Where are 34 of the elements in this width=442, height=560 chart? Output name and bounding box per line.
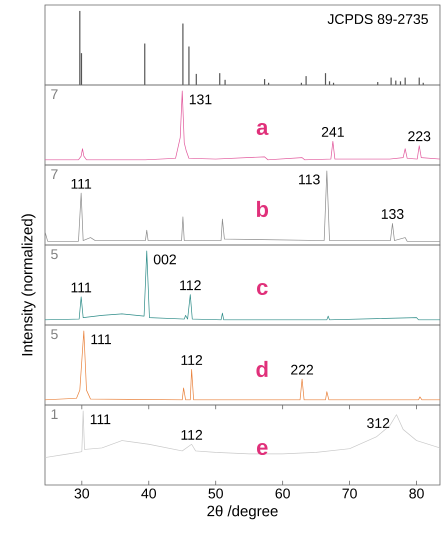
annotation: 7 (51, 89, 58, 99)
annotation: 5 (51, 249, 58, 260)
annotation: 312 (367, 418, 390, 428)
annotation: 241 (322, 126, 344, 137)
y-axis-title: Intensity (normalized) (21, 214, 36, 356)
x-tick-label: 50 (208, 488, 223, 498)
series-label: c (256, 282, 268, 296)
annotation: 131 (190, 94, 212, 104)
series-label: d (256, 360, 268, 378)
annotation: 5 (51, 329, 58, 340)
x-tick-label: 60 (276, 488, 290, 498)
annotation: 002 (154, 254, 176, 264)
chart-title: JCPDS 89-2735 (328, 14, 428, 24)
x-tick-label: 70 (342, 488, 357, 498)
annotation: 112 (182, 430, 202, 440)
annotation: 7 (51, 169, 58, 179)
annotation: 113 (299, 174, 320, 184)
x-tick-label: 30 (74, 488, 90, 498)
annotation: 111 (90, 414, 110, 424)
x-tick-label: 80 (409, 488, 424, 498)
annotation: 111 (72, 178, 92, 189)
series-label: b (256, 200, 268, 218)
annotation: 133 (382, 209, 404, 219)
x-axis-title: 2θ /degree (207, 505, 278, 520)
annotation: 1 (52, 409, 58, 419)
annotation: 111 (91, 334, 111, 344)
annotation: 112 (182, 355, 202, 365)
series-label: a (256, 122, 268, 136)
annotation: 111 (72, 282, 92, 292)
annotation: 222 (291, 364, 314, 375)
series-label: e (256, 442, 268, 456)
annotation: 223 (408, 131, 430, 142)
annotation: 112 (180, 280, 201, 290)
x-tick-label: 40 (141, 488, 156, 498)
